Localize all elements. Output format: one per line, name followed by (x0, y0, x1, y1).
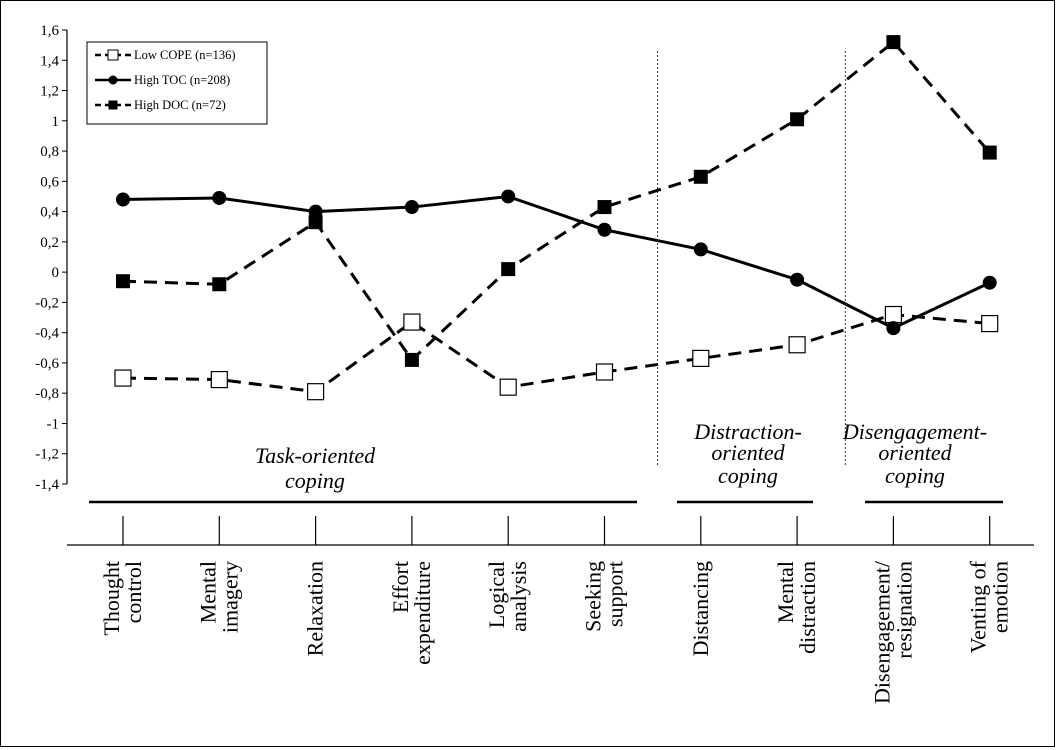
category-label: Effort (388, 561, 413, 613)
y-tick-label: 0,2 (40, 235, 59, 251)
category-label: resignation (891, 561, 916, 659)
data-point (114, 369, 132, 387)
data-point (116, 274, 130, 289)
legend-marker (108, 100, 118, 110)
y-tick-label: -0,8 (35, 386, 59, 402)
y-tick-label: -0,4 (35, 326, 59, 342)
group-label-line: oriented (711, 440, 785, 465)
y-tick-label: 1,2 (40, 84, 59, 100)
group-labels: Task-orientedcopingDistraction-orientedc… (89, 419, 1003, 504)
data-point (501, 262, 516, 277)
data-point (308, 215, 323, 230)
data-point (597, 222, 612, 237)
category-label: Seeking (581, 561, 606, 632)
category-label: distraction (795, 561, 820, 654)
data-point (982, 275, 997, 290)
data-point (595, 363, 614, 381)
data-point (597, 200, 612, 215)
legend: Low COPE (n=136) High TOC (n=208) High DOC… (86, 41, 268, 125)
group-label-line: Disengagement- (842, 419, 987, 444)
series-line-0 (122, 312, 990, 394)
data-point (693, 242, 708, 257)
legend-label: High TOC (n=208) (134, 73, 230, 87)
data-point (692, 349, 710, 367)
group-label-line: coping (718, 463, 778, 488)
y-tick-label: -0,6 (35, 356, 59, 372)
data-point (982, 145, 997, 160)
data-point (693, 169, 708, 184)
legend-marker (107, 49, 119, 61)
data-point (790, 112, 805, 127)
category-label: imagery (217, 561, 242, 633)
category-label: emotion (988, 561, 1013, 633)
data-point (210, 370, 228, 389)
category-label: Relaxation (303, 561, 328, 656)
legend-label: High DOC (n=72) (134, 98, 226, 112)
y-tick-label: -0,2 (35, 295, 59, 311)
data-point (790, 272, 805, 287)
group-label-line: coping (885, 463, 945, 488)
data-point (307, 383, 325, 401)
data-point (501, 189, 516, 204)
group-label-line: coping (285, 468, 345, 493)
group-label-line: Task-oriented (255, 443, 376, 468)
y-axis-ticks: 1,6 1,4 1,2 1 0,8 0,6 0,4 0,2 0 -0,2 -0,4 -0,6 -0,8 -… (35, 23, 67, 493)
category-label: Mental (773, 561, 798, 623)
category-label: Mental (195, 561, 220, 623)
group-label-line: Distraction- (693, 419, 802, 444)
category-label: Distancing (688, 561, 713, 656)
y-tick-label: 1 (52, 114, 60, 130)
group-label-line: oriented (878, 440, 952, 465)
category-label: control (121, 561, 146, 623)
data-point (886, 35, 901, 50)
data-point (212, 277, 227, 292)
y-tick-label: 0,4 (40, 205, 59, 221)
data-point (403, 313, 421, 331)
data-point (212, 190, 227, 205)
data-point (499, 378, 517, 396)
data-point (788, 336, 806, 354)
group-separators (657, 51, 846, 466)
category-label: support (603, 561, 628, 627)
category-label: Disengagement/ (869, 560, 894, 704)
category-label: analysis (506, 561, 531, 632)
data-point (884, 305, 903, 324)
y-tick-label: 1,6 (40, 23, 59, 39)
y-tick-label: 1,4 (40, 53, 59, 69)
category-label: Venting of (966, 560, 991, 653)
data-point (404, 352, 419, 367)
legend-marker (108, 75, 118, 85)
y-tick-label: -1 (47, 416, 60, 432)
y-tick-label: 0,6 (40, 174, 59, 190)
data-point (116, 192, 130, 207)
data-point (404, 200, 419, 215)
series-line-2 (122, 40, 991, 363)
category-label: Logical (484, 561, 509, 628)
y-tick-label: -1,2 (35, 447, 59, 463)
data-point (886, 321, 901, 336)
y-tick-label: 0,8 (40, 144, 59, 160)
series-line-1 (122, 194, 991, 330)
y-tick-label: 0 (52, 265, 60, 281)
data-point (308, 204, 323, 219)
data-point (981, 314, 999, 333)
legend-label: Low COPE (n=136) (134, 48, 236, 62)
category-label: expenditure (410, 561, 435, 665)
y-tick-label: -1,4 (35, 477, 59, 493)
series-layer (114, 35, 999, 401)
category-label: Thought (99, 561, 124, 636)
